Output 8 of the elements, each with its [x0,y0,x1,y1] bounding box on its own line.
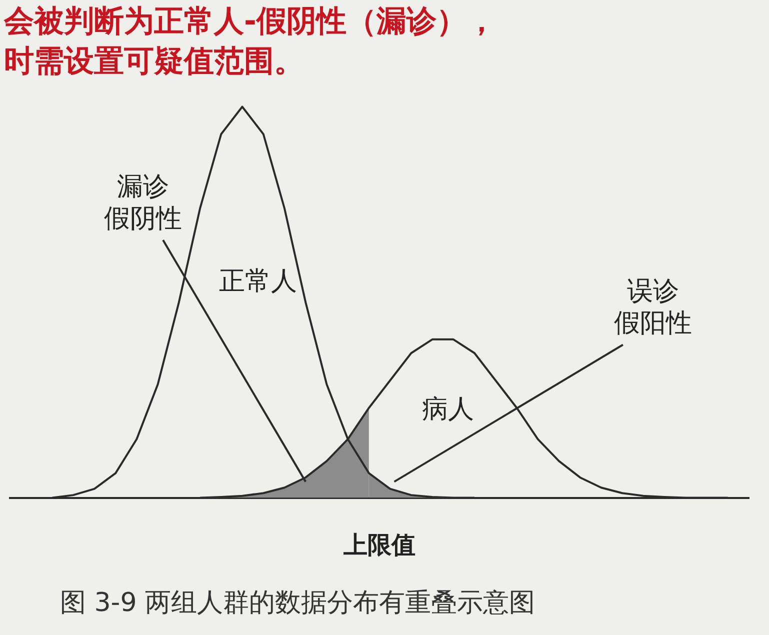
caption: 图 3-9 两组人群的数据分布有重叠示意图 [60,587,535,620]
chart-subtitle: 时需设置可疑值范围。 [4,43,305,81]
annotation: 漏诊假阴性 [104,172,182,234]
series-label: 病人 [422,394,474,424]
x-axis-title: 上限值 [342,530,416,559]
annotation: 误诊假阳性 [614,276,692,339]
chart-title: 会被判断为正常人-假阴性（漏诊）， [4,3,496,41]
series-label: 正常人 [218,266,297,296]
